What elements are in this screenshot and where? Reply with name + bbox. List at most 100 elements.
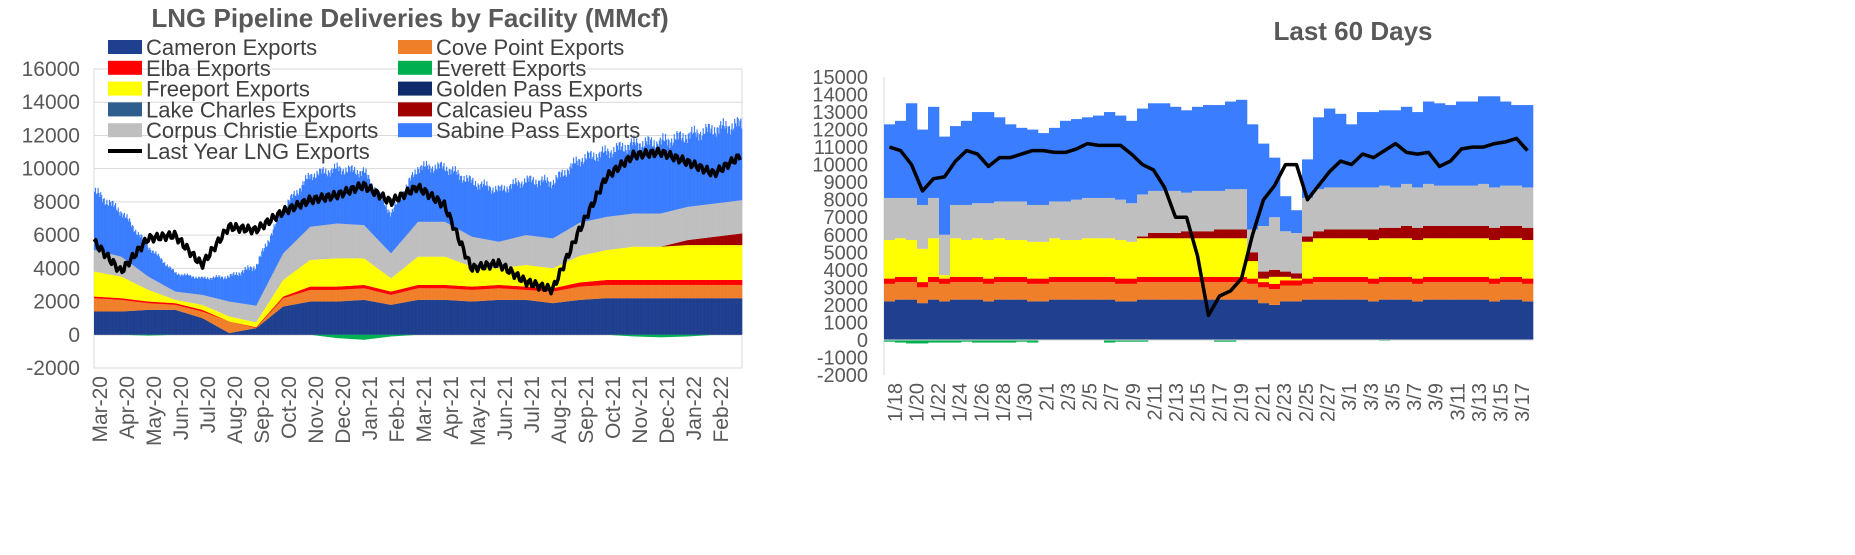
left-bar-segment (464, 286, 466, 290)
left-bar-segment (280, 257, 282, 284)
left-bar-segment (114, 205, 116, 256)
left-bar-segment (157, 302, 160, 304)
left-bar-segment (230, 301, 232, 317)
left-bar-segment (395, 274, 397, 291)
left-bar-segment (582, 282, 584, 287)
left-bar-segment (245, 269, 247, 305)
left-bar-segment (587, 221, 589, 255)
left-bar-segment (273, 308, 275, 314)
left-bar-segment (123, 212, 125, 259)
left-bar-segment (280, 308, 282, 335)
left-bar-segment (166, 304, 168, 310)
left-bar-segment (170, 309, 172, 335)
left-bar-segment (121, 299, 123, 312)
left-bar-segment (190, 293, 192, 303)
left-bar-segment (178, 304, 181, 306)
left-bar-segment (600, 298, 602, 335)
left-bar-segment (241, 303, 243, 320)
left-bar-segment (261, 313, 263, 322)
left-bar-segment (115, 203, 117, 256)
left-bar-segment (382, 303, 385, 335)
left-bar-segment (630, 284, 632, 299)
left-bar-segment (436, 284, 438, 289)
left-bar-segment (506, 299, 508, 335)
left-bar-segment (284, 204, 287, 252)
left-bar-segment (382, 289, 385, 294)
left-bar-segment (264, 318, 266, 321)
left-bar-segment (636, 334, 638, 337)
left-bar-segment (286, 305, 288, 335)
left-bar-segment (460, 289, 462, 301)
left-bar-segment (211, 323, 213, 335)
left-bar-segment (432, 299, 434, 335)
left-bar-segment (362, 288, 365, 300)
left-bar-segment (276, 304, 278, 306)
left-bar-segment (204, 305, 206, 311)
left-bar-segment (509, 299, 511, 335)
left-bar-segment (509, 285, 512, 289)
left-bar-segment (193, 307, 196, 310)
left-bar-segment (243, 319, 245, 325)
left-bar-segment (185, 312, 187, 335)
left-bar-segment (290, 305, 292, 335)
left-bar-segment (565, 230, 568, 263)
left-bar-segment (136, 301, 139, 311)
left-bar-segment (619, 142, 621, 216)
left-bar-segment (351, 224, 353, 259)
left-bar-segment (220, 328, 222, 335)
left-bar-segment (145, 302, 147, 311)
left-bar-segment (264, 308, 266, 318)
left-bar-segment (319, 289, 321, 302)
left-bar-segment (578, 256, 580, 283)
left-bar-segment (524, 286, 527, 290)
left-bar-segment (617, 298, 619, 335)
left-bar-segment (98, 251, 100, 273)
left-bar-segment (581, 222, 583, 256)
left-bar-segment (551, 268, 553, 289)
left-bar-segment (586, 254, 588, 282)
left-bar-segment (228, 333, 231, 335)
left-bar-segment (340, 286, 342, 290)
left-bar-segment (303, 184, 305, 234)
left-bar-segment (329, 289, 331, 302)
left-bar-segment (495, 189, 498, 242)
left-bar-segment (478, 286, 480, 290)
left-bar-segment (184, 292, 186, 302)
left-bar-segment (580, 299, 583, 335)
left-bar-segment (112, 299, 114, 312)
left-bar-segment (354, 166, 356, 225)
left-bar-segment (264, 317, 266, 319)
left-bar-segment (275, 305, 277, 307)
left-bar-segment (347, 285, 350, 290)
left-bar-segment (282, 254, 284, 281)
left-bar-segment (243, 270, 245, 304)
left-bar-segment (611, 284, 613, 299)
left-bar-segment (479, 289, 481, 302)
left-bar-segment (471, 236, 473, 267)
left-bar-segment (397, 334, 400, 336)
left-bar-segment (172, 304, 174, 310)
left-bar-segment (109, 311, 111, 335)
left-bar-segment (293, 304, 295, 335)
left-bar-segment (334, 258, 336, 287)
left-bar-segment (634, 142, 636, 214)
left-bar-segment (340, 258, 342, 287)
left-bar-segment (206, 320, 208, 335)
left-bar-segment (430, 256, 432, 285)
left-bar-segment (455, 260, 457, 286)
left-bar-segment (575, 300, 577, 335)
left-bar-segment (368, 334, 371, 340)
left-bar-segment (285, 297, 287, 306)
left-bar-segment (391, 304, 393, 335)
left-bar-segment (604, 217, 606, 251)
left-bar-segment (181, 274, 183, 293)
left-bar-segment (465, 289, 467, 302)
left-bar-segment (576, 160, 578, 225)
left-bar-segment (248, 320, 250, 326)
left-bar-segment (542, 301, 544, 335)
left-bar-segment (434, 288, 436, 300)
left-bar-segment (243, 330, 245, 335)
left-bar-segment (578, 282, 580, 287)
left-bar-segment (557, 235, 559, 267)
left-bar-segment (341, 258, 343, 287)
